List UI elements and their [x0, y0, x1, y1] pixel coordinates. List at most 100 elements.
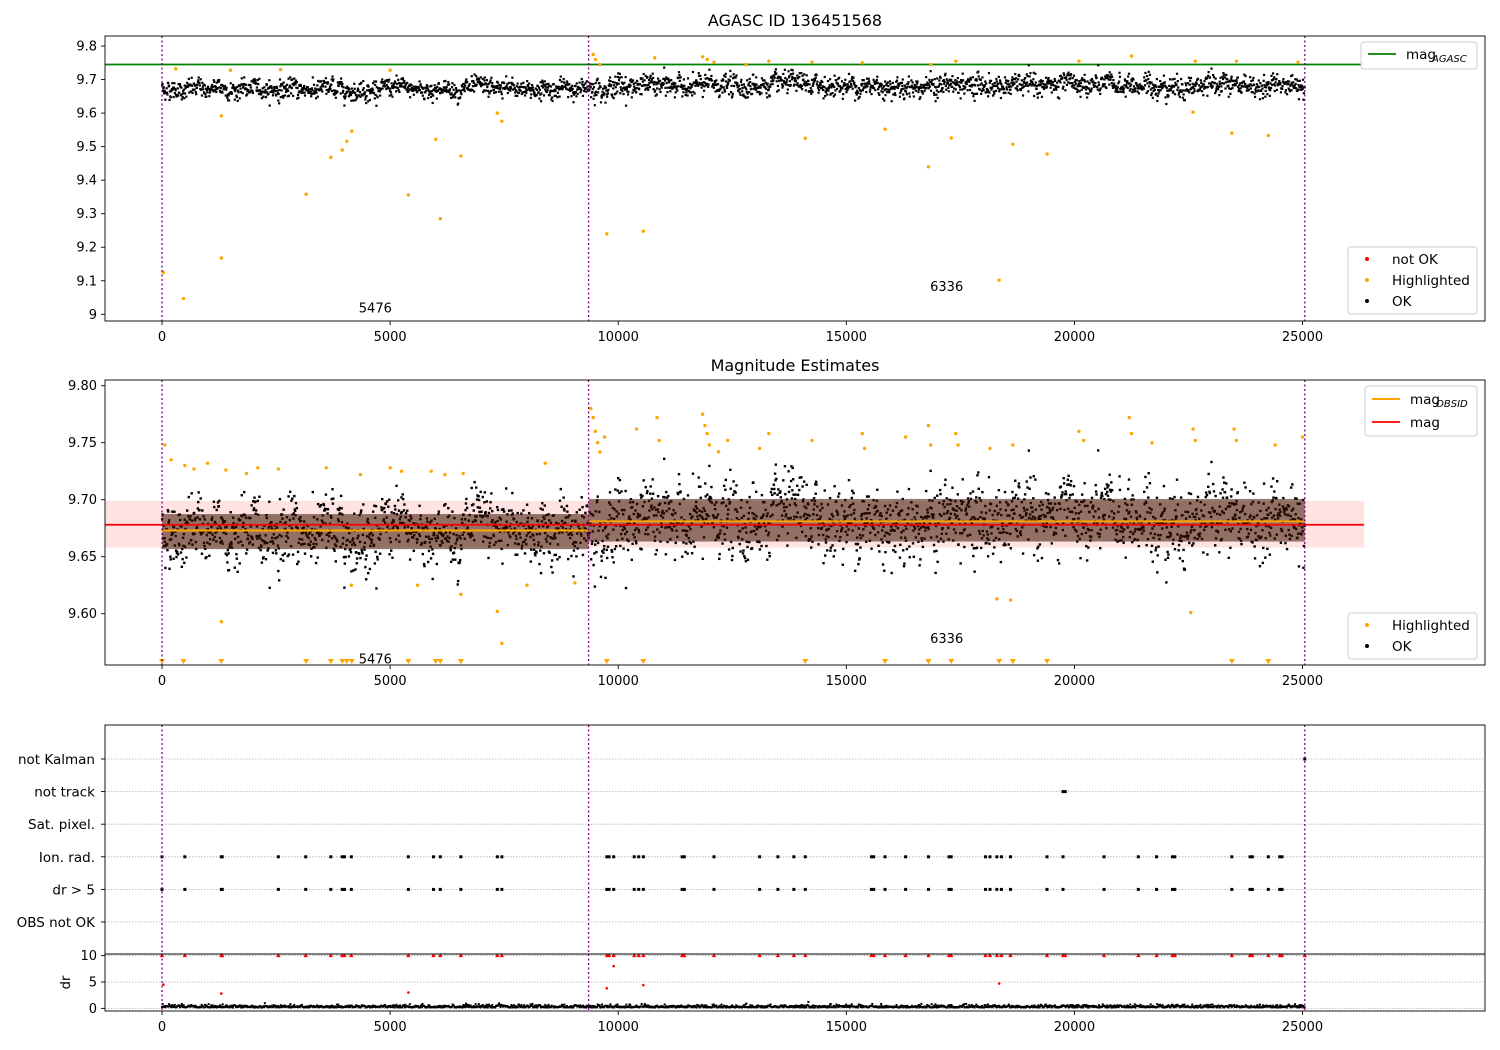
panel2-ok-point — [364, 578, 368, 581]
panel2-ok-point — [464, 502, 468, 505]
panel1-ok-point — [243, 83, 246, 86]
panel1-ok-point — [163, 92, 166, 95]
panel1-ok-point — [1255, 83, 1259, 86]
panel1-ok-point — [506, 91, 509, 95]
panel1-ok-point — [1187, 76, 1191, 79]
panel2-ok-point — [794, 493, 797, 496]
panel2-ok-point — [541, 508, 544, 511]
panel1-ok-point — [731, 95, 734, 98]
panel2-ok-point — [773, 487, 776, 491]
panel1-ok-point — [747, 82, 750, 85]
panel2-ok-point — [337, 508, 341, 512]
panel1-ok-point — [1144, 71, 1147, 75]
panel1-ok-point — [1075, 79, 1078, 82]
panel2-ok-point — [692, 540, 695, 543]
panel1-ok-point — [1209, 82, 1212, 85]
panel2-ok-point — [929, 469, 932, 473]
panel1-ok-point — [1287, 83, 1290, 86]
panel2-ok-point — [709, 497, 713, 500]
panel1-ok-point — [210, 86, 213, 89]
panel1-ok-point — [1058, 97, 1061, 100]
panel1-ok-point — [524, 90, 527, 93]
panel1-ok-point — [480, 82, 483, 85]
panel2-ok-point — [343, 586, 346, 589]
panel1-ok-point — [388, 78, 391, 81]
panel2-ok-point — [278, 497, 282, 501]
panel2-ok-point — [786, 544, 789, 547]
panel1-annotation-obsid-2: 6336 — [930, 280, 963, 295]
panel2-ok-point — [554, 553, 558, 557]
panel1-ok-point — [660, 86, 663, 89]
panel1-ok-point — [305, 87, 308, 90]
panel1-ok-point — [500, 81, 504, 84]
panel1-ok-point — [473, 90, 476, 93]
panel1-ok-point — [594, 81, 597, 85]
panel1-ok-point — [539, 100, 543, 103]
panel1-ok-point — [1270, 74, 1273, 77]
panel1-ok-point — [1104, 76, 1108, 80]
panel1-ok-point — [675, 87, 678, 90]
panel1-highlighted-point — [954, 59, 958, 63]
panel1-ok-point — [1283, 82, 1287, 86]
panel2-ok-point — [884, 550, 887, 554]
panel2-ok-point — [459, 558, 462, 562]
panel2-ok-point — [464, 508, 467, 512]
panel1-ok-point — [1031, 82, 1034, 85]
panel2-ok-point — [381, 507, 385, 511]
panel1-ok-point — [841, 97, 844, 100]
panel2-ok-point — [343, 562, 347, 565]
panel2-ok-point — [936, 494, 939, 497]
panel1-ok-point — [1281, 85, 1284, 88]
panel2-ok-point — [516, 511, 519, 515]
panel1-ok-point — [281, 84, 284, 87]
panel2-ok-point — [360, 548, 363, 551]
panel1-ok-point — [885, 82, 888, 85]
panel1-ok-point — [1279, 82, 1282, 85]
panel1-ok-point — [393, 86, 396, 89]
panel1-ok-point — [251, 91, 254, 94]
panel1-highlighted-point — [406, 193, 411, 197]
panel2-ok-point — [995, 496, 998, 499]
panel1-ok-point — [564, 83, 567, 87]
panel1-ok-point — [620, 76, 623, 79]
panel1-ok-point — [1099, 87, 1102, 90]
panel1-ok-point — [861, 78, 864, 82]
panel1-ok-point — [839, 89, 842, 92]
panel1-ok-point — [461, 88, 464, 92]
panel1-ok-point — [435, 90, 438, 93]
panel1-ok-point — [1262, 73, 1266, 77]
panel2-ok-point — [979, 546, 983, 550]
panel2-ok-point — [384, 502, 388, 506]
panel1-ok-point — [356, 87, 360, 90]
panel2-ok-point — [180, 565, 184, 569]
panel1-ok-point — [570, 88, 573, 92]
panel1-ok-point — [543, 84, 546, 87]
panel1-ok-point — [443, 86, 446, 89]
panel1-ok-point — [358, 94, 361, 97]
panel1-ok-point — [403, 79, 406, 83]
panel2-ok-point — [380, 508, 383, 512]
panel1-ok-point — [295, 86, 298, 89]
panel2-ok-point — [435, 562, 439, 566]
panel1-ok-point — [237, 91, 240, 94]
panel1-ok-point — [340, 77, 343, 80]
panel1-ok-point — [754, 88, 757, 91]
panel1-ok-point — [353, 87, 356, 90]
panel2-ok-point — [684, 550, 687, 554]
panel1-ok-point — [691, 70, 695, 74]
panel2-ok-point — [901, 549, 905, 552]
panel1-ok-point — [835, 87, 839, 91]
panel1-ok-point — [1285, 81, 1288, 84]
panel1-ok-point — [579, 91, 582, 94]
panel1-ok-point — [558, 78, 562, 82]
panel2-ok-point — [744, 559, 748, 563]
panel1-ok-point — [662, 77, 665, 80]
panel2-ok-point — [496, 508, 500, 512]
panel1-ok-point — [1098, 88, 1101, 91]
panel1-ok-point — [1300, 84, 1303, 88]
panel2-ok-point — [322, 503, 326, 507]
panel1-ok-point — [924, 86, 927, 90]
panel1-ok-point — [261, 87, 264, 90]
panel2-ok-point — [600, 559, 604, 562]
panel1-ok-point — [1187, 82, 1190, 85]
